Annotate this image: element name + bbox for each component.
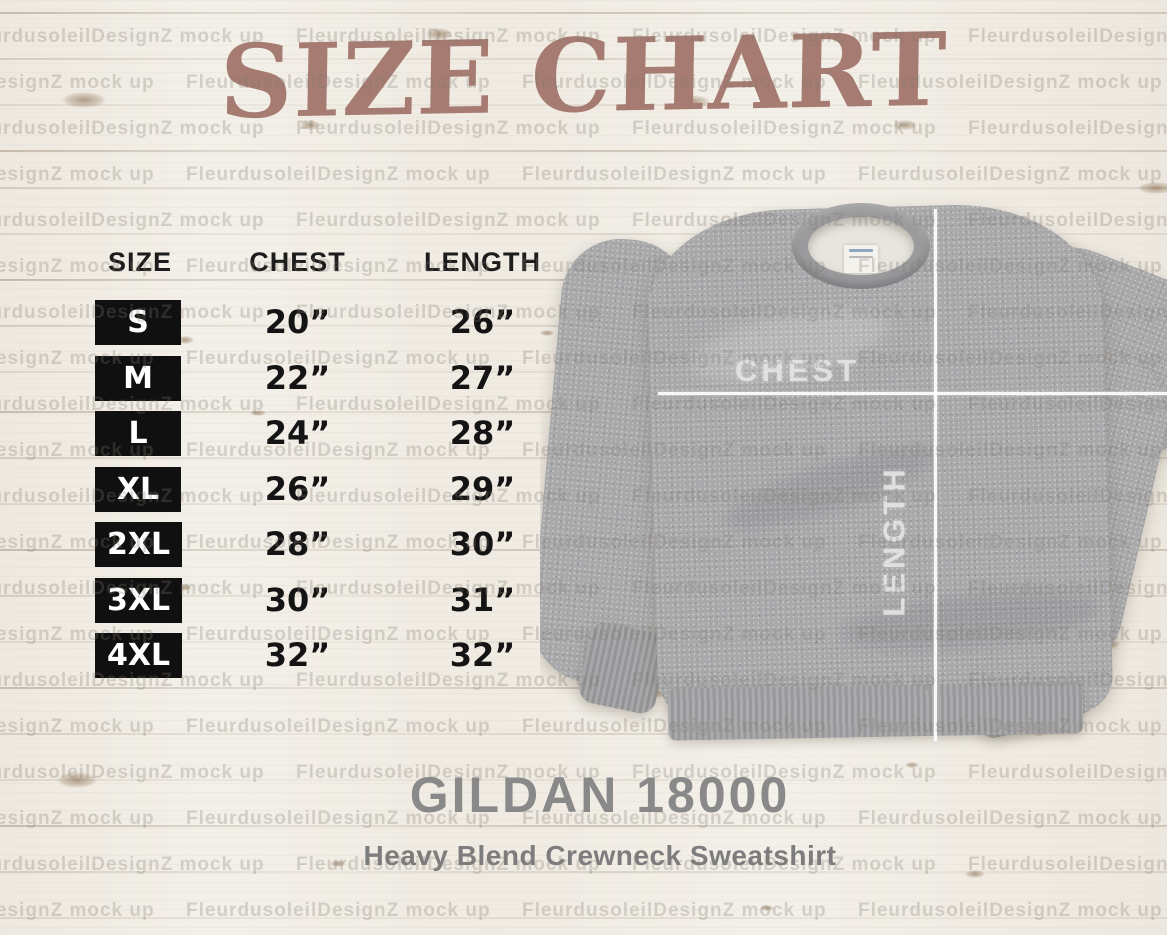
size-badge: M: [95, 355, 181, 401]
wood-plank-line: [0, 779, 1167, 781]
wood-knot: [540, 330, 554, 336]
wood-knot: [62, 92, 106, 108]
wood-plank-line: [0, 233, 1167, 235]
neck-tag: [844, 245, 878, 273]
size-table-rows: S 20” 26” M 22” 27” L 24” 28” XL 26” 29” 2XL 28” 30” 3X…: [95, 296, 595, 685]
wood-knot: [250, 410, 266, 416]
product-description: Heavy Blend Crewneck Sweatshirt: [363, 840, 837, 871]
wood-plank-line: [0, 871, 1167, 873]
size-badge: 3XL: [95, 577, 183, 623]
chest-value: 24”: [264, 414, 331, 452]
wood-knot: [300, 120, 320, 130]
wood-knot: [965, 870, 985, 878]
header-size: SIZE: [107, 247, 172, 277]
table-row: 3XL 30” 31”: [95, 574, 595, 630]
wood-knot: [176, 336, 194, 344]
size-badge: XL: [95, 466, 181, 512]
length-value: 26”: [449, 303, 516, 341]
wood-plank-line: [0, 917, 1167, 919]
length-value: 32”: [449, 636, 516, 674]
wood-knot: [426, 28, 452, 40]
length-value: 29”: [449, 469, 516, 508]
wood-plank-line: [0, 104, 1167, 106]
wood-plank-line: [0, 187, 1167, 189]
size-badge: 4XL: [95, 633, 183, 678]
wood-plank-line: [0, 825, 1167, 827]
chest-value: 26”: [264, 469, 331, 508]
length-value: 30”: [449, 525, 516, 563]
length-measure-line: [934, 209, 937, 741]
wood-knot: [330, 860, 346, 867]
product-name: GILDAN 18000: [409, 767, 791, 823]
wood-plank-line: [0, 733, 1167, 735]
table-row: 2XL 28” 30”: [95, 518, 595, 574]
chest-label: CHEST: [734, 353, 861, 388]
footer: GILDAN 18000 Heavy Blend Crewneck Sweats…: [25, 766, 1167, 872]
length-value: 31”: [449, 580, 516, 619]
table-row: M 22” 27”: [95, 352, 595, 408]
wood-knot: [760, 905, 774, 911]
wood-knot: [676, 95, 710, 109]
collar-opening: [808, 217, 914, 275]
wood-knot: [893, 120, 917, 130]
wood-plank-line: [0, 12, 1167, 14]
chest-value: 30”: [264, 580, 331, 619]
sweatshirt-mockup: CHEST LENGTH: [540, 165, 1167, 765]
chest-value: 20”: [264, 303, 331, 341]
length-value: 28”: [449, 414, 516, 452]
wood-plank-line: [0, 58, 1167, 60]
size-badge: 2XL: [95, 522, 183, 567]
sweatshirt-hem: [667, 681, 1084, 741]
header-chest: CHEST: [249, 247, 346, 277]
size-badge: L: [95, 411, 181, 456]
table-row: L 24” 28”: [95, 407, 595, 463]
wood-knot: [905, 762, 919, 768]
length-label: LENGTH: [876, 465, 912, 617]
wood-knot: [1138, 182, 1167, 194]
table-row: XL 26” 29”: [95, 463, 595, 519]
table-row: S 20” 26”: [95, 296, 595, 352]
header-length: LENGTH: [424, 247, 541, 277]
page-title: SIZE CHART: [218, 9, 949, 142]
chest-value: 22”: [264, 358, 331, 397]
table-row: 4XL 32” 32”: [95, 629, 595, 685]
chest-value: 28”: [264, 525, 331, 563]
size-badge: S: [95, 300, 181, 345]
wood-knot: [57, 772, 97, 788]
chest-value: 32”: [264, 636, 331, 674]
wood-plank-line: [0, 150, 1167, 152]
length-value: 27”: [449, 358, 516, 397]
wood-knot: [178, 584, 192, 591]
chest-measure-line: [658, 392, 1167, 395]
